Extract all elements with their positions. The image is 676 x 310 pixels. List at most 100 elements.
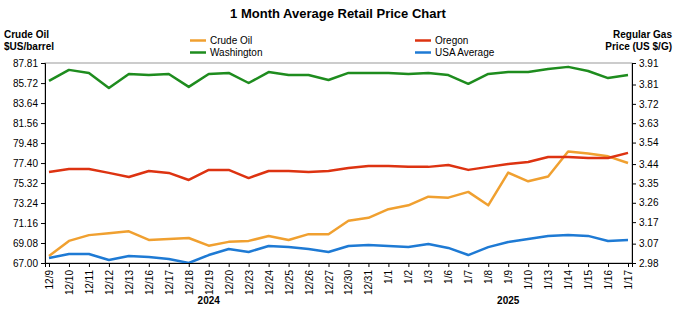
x-tick-label: 12/25 [284,270,295,295]
x-tick-mark [588,263,589,267]
x-tick: 12/16 [144,263,155,295]
series-line [49,152,628,256]
y-tick-label: 67.00 [13,258,38,269]
y-tick-label: 81.56 [13,118,38,129]
y2-tick-label: 3.81 [639,79,659,90]
y2-tick: 3.72 [632,99,659,110]
x-tick: 1/16 [603,263,614,289]
x-tick-label: 12/16 [144,270,155,295]
x-tick-mark [289,263,290,267]
x-tick-mark [468,263,469,267]
y-tick-mark [41,223,45,224]
x-tick-mark [388,263,389,267]
y2-tick-label: 3.63 [639,118,659,129]
x-tick-label: 1/6 [443,270,454,284]
y2-tick-mark [632,123,636,124]
y-tick-label: 69.08 [13,238,38,249]
annotation: 2024 [198,295,221,306]
annotation: 2025 [497,295,520,306]
x-tick: 12/24 [264,263,275,295]
y-tick-label: 85.72 [13,78,38,89]
y2-tick: 2.98 [632,258,659,269]
series-line [49,153,628,180]
x-tick-label: 1/7 [463,270,474,284]
x-tick-label: 1/15 [583,270,594,290]
x-tick-mark [348,263,349,267]
y-tick-mark [41,103,45,104]
y-axis-line [41,64,46,264]
y2-tick: 3.44 [632,159,659,170]
x-tick-label: 1/9 [503,270,514,284]
title: 1 Month Average Retail Price Chart [230,6,446,21]
x-tick-label: 1/1 [383,270,394,284]
y2-tick-label: 2.98 [639,258,659,269]
y-tick: 77.40 [13,158,45,169]
y2-tick-mark [632,85,636,86]
x-tick-mark [209,263,210,267]
y-tick-mark [41,243,45,244]
x-tick: 12/18 [184,263,195,295]
legend-swatch [190,39,206,42]
x-tick: 1/2 [403,263,414,284]
x-axis: 12/912/1012/1112/1212/1312/1612/1712/181… [44,263,634,295]
x-tick: 1/8 [483,263,494,284]
y2-tick: 3.26 [632,197,659,208]
x-tick-label: 12/10 [64,270,75,295]
x-tick-mark [149,263,150,267]
x-tick-mark [169,263,170,267]
x-tick: 12/11 [84,263,95,294]
x-tick-mark [229,263,230,267]
x-tick: 1/1 [383,263,394,284]
x-tick-mark [49,263,50,267]
x-tick-mark [129,263,130,267]
y-tick-mark [41,163,45,164]
x-tick: 1/14 [563,263,574,289]
x-tick-label: 12/9 [44,270,55,290]
x-axis-line [46,264,633,268]
y-tick: 67.00 [13,258,45,269]
y2-axis-title: Price (US $/G) [605,41,672,52]
y-tick: 71.16 [13,218,45,229]
y2-tick: 3.35 [632,178,659,189]
y2-tick-mark [632,164,636,165]
y2-axis: 2.983.073.173.263.353.443.543.633.723.81… [632,58,659,269]
y2-tick-label: 3.35 [639,178,659,189]
legend-swatch [190,51,206,54]
y-tick: 69.08 [13,238,45,249]
y2-axis-line [633,64,637,264]
x-tick-mark [528,263,529,267]
legend-label: USA Average [435,47,495,58]
y2-tick-label: 3.07 [639,238,659,249]
x-tick: 1/15 [583,263,594,289]
x-tick-mark [109,263,110,267]
y-tick: 81.56 [13,118,45,129]
y-tick-label: 75.32 [13,178,38,189]
x-tick-mark [568,263,569,267]
x-tick: 1/10 [523,263,534,289]
x-tick: 1/6 [443,263,454,284]
x-tick-mark [249,263,250,267]
y2-axis-title: Regular Gas [613,29,672,40]
x-tick-mark [368,263,369,267]
y2-tick-label: 3.91 [639,58,659,69]
y-tick-mark [41,203,45,204]
y2-tick-label: 3.72 [639,99,659,110]
y2-tick-mark [632,63,636,64]
x-tick-label: 1/10 [523,270,534,290]
x-tick-mark [69,263,70,267]
x-tick-mark [309,263,310,267]
x-tick: 12/31 [363,263,374,295]
x-tick: 1/13 [543,263,554,289]
x-tick: 1/17 [623,263,634,289]
y-tick-label: 87.81 [13,58,38,69]
y-axis: 67.0069.0871.1673.2475.3277.4079.4881.56… [13,58,46,269]
y2-tick-mark [632,104,636,105]
x-tick: 12/13 [124,263,135,295]
x-tick-label: 1/14 [563,270,574,290]
x-tick: 12/9 [44,263,55,289]
x-tick: 12/10 [64,263,75,295]
x-tick-mark [508,263,509,267]
x-tick: 12/26 [304,263,315,295]
plot-area [49,67,628,263]
y-tick-label: 83.64 [13,98,38,109]
